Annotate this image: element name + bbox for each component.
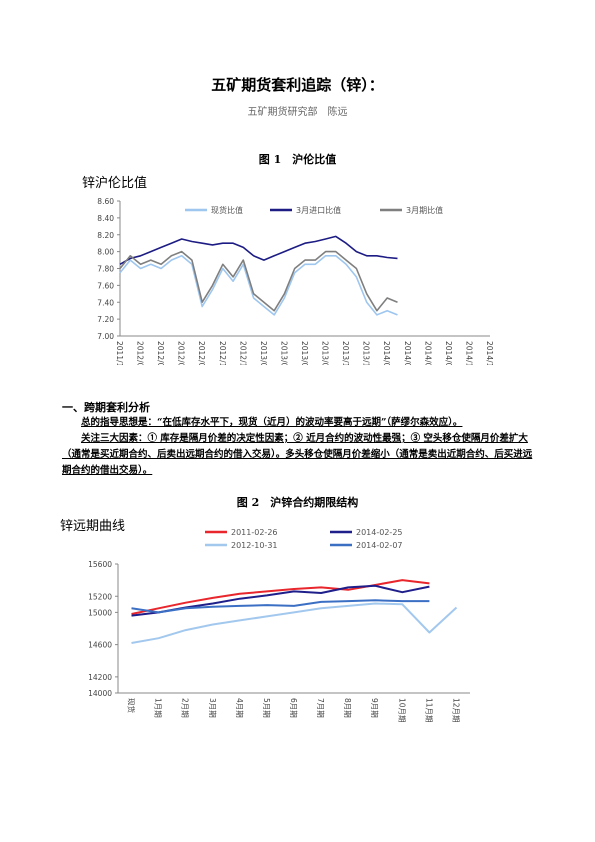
x-tick-label: 2014/02 bbox=[382, 341, 391, 365]
y-tick-label: 7.40 bbox=[97, 298, 114, 307]
x-tick-label: 2013/12 bbox=[362, 341, 371, 365]
legend-label: 3月期比值 bbox=[406, 205, 443, 215]
x-tick-label: 9月期 bbox=[370, 698, 379, 718]
y-tick-label: 7.00 bbox=[97, 332, 114, 341]
chart-title: 锌沪伦比值 bbox=[82, 175, 147, 191]
x-tick-label: 10月期 bbox=[397, 698, 406, 723]
x-tick-label: 2012/10 bbox=[218, 341, 227, 365]
author: 五矿期货研究部 陈远 bbox=[247, 107, 348, 118]
legend-label: 3月进口比值 bbox=[296, 205, 341, 215]
y-tick-label: 15600 bbox=[88, 560, 112, 569]
x-tick-label: 7月期 bbox=[316, 698, 325, 718]
legend-label: 2014-02-25 bbox=[356, 528, 403, 537]
series-line bbox=[119, 255, 398, 316]
x-tick-label: 2013/08 bbox=[321, 341, 330, 365]
section-heading: 一、跨期套利分析 bbox=[62, 401, 150, 414]
x-tick-label: 11月期 bbox=[424, 698, 433, 723]
doc-title: 五矿期货套利追踪（锌）： bbox=[211, 76, 384, 94]
legend-label: 现货比值 bbox=[211, 205, 243, 215]
x-tick-label: 2013/06 bbox=[300, 341, 309, 365]
x-tick-label: 2014/04 bbox=[403, 341, 412, 365]
paragraph: 总的指导思想是：“在低库存水平下，现货（近月）的波动率要高于远期”（萨缪尔森效应… bbox=[81, 417, 463, 428]
chart: 锌远期曲线 14000 14200 14600 15000 15200 15600 现货 1月期… bbox=[60, 519, 470, 723]
x-tick-label: 2014/06 bbox=[423, 341, 432, 365]
x-tick-label: 8月期 bbox=[343, 698, 352, 718]
y-tick-label: 15000 bbox=[88, 608, 112, 617]
x-tick-label: 2012/06 bbox=[177, 341, 186, 365]
series-line bbox=[119, 235, 398, 265]
chart: 锌沪伦比值 7.00 7.20 7.40 7.60 7.80 8.00 8.20 8.40 8.6… bbox=[82, 175, 494, 365]
legend-label: 2012-10-31 bbox=[231, 541, 278, 550]
y-tick-label: 8.20 bbox=[97, 231, 114, 240]
x-tick-label: 2014/08 bbox=[444, 341, 453, 365]
x-tick-label: 2011/12 bbox=[115, 341, 124, 365]
x-tick-label: 2013/10 bbox=[341, 341, 350, 365]
series-line bbox=[131, 579, 430, 615]
y-tick-label: 15200 bbox=[88, 592, 112, 601]
y-tick-label: 7.80 bbox=[97, 265, 114, 274]
x-tick-label: 现货 bbox=[127, 698, 137, 713]
chart-title: 锌远期曲线 bbox=[60, 519, 125, 534]
series-line bbox=[131, 602, 458, 644]
figure-caption: 图 2 沪锌合约期限结构 bbox=[236, 496, 359, 509]
x-tick-label: 2012/04 bbox=[156, 341, 165, 365]
series-line bbox=[131, 599, 430, 614]
y-tick-label: 7.20 bbox=[97, 315, 114, 324]
y-tick-label: 8.40 bbox=[97, 214, 114, 223]
x-tick-label: 1月期 bbox=[154, 698, 163, 718]
y-tick-label: 8.60 bbox=[97, 197, 114, 206]
figure-caption: 图 1 沪伦比值 bbox=[258, 153, 337, 166]
x-tick-label: 2月期 bbox=[181, 698, 190, 718]
legend-label: 2011-02-26 bbox=[231, 528, 278, 537]
legend-label: 2014-02-07 bbox=[356, 541, 403, 550]
x-tick-label: 2014/10 bbox=[464, 341, 473, 365]
series-line bbox=[119, 250, 398, 312]
x-tick-label: 2014/12 bbox=[485, 341, 494, 365]
y-tick-label: 7.60 bbox=[97, 281, 114, 290]
x-tick-label: 12月期 bbox=[451, 698, 460, 723]
y-tick-label: 14200 bbox=[88, 673, 112, 682]
y-tick-label: 14000 bbox=[88, 689, 112, 698]
x-tick-label: 2012/08 bbox=[197, 341, 206, 365]
x-tick-label: 4月期 bbox=[235, 698, 244, 718]
x-tick-label: 6月期 bbox=[289, 698, 298, 718]
y-tick-label: 14600 bbox=[88, 641, 112, 650]
x-tick-label: 3月期 bbox=[208, 698, 217, 718]
x-tick-label: 2013/04 bbox=[279, 341, 288, 365]
x-tick-label: 2013/02 bbox=[259, 341, 268, 365]
x-tick-label: 2012/12 bbox=[238, 341, 247, 365]
y-tick-label: 8.00 bbox=[97, 248, 114, 257]
paragraph: 关注三大因素：① 库存是隔月价差的决定性因素；② 近月合约的波动性最强；③ 空头… bbox=[62, 433, 533, 476]
x-tick-label: 5月期 bbox=[262, 698, 271, 718]
x-tick-label: 2012/02 bbox=[136, 341, 145, 365]
